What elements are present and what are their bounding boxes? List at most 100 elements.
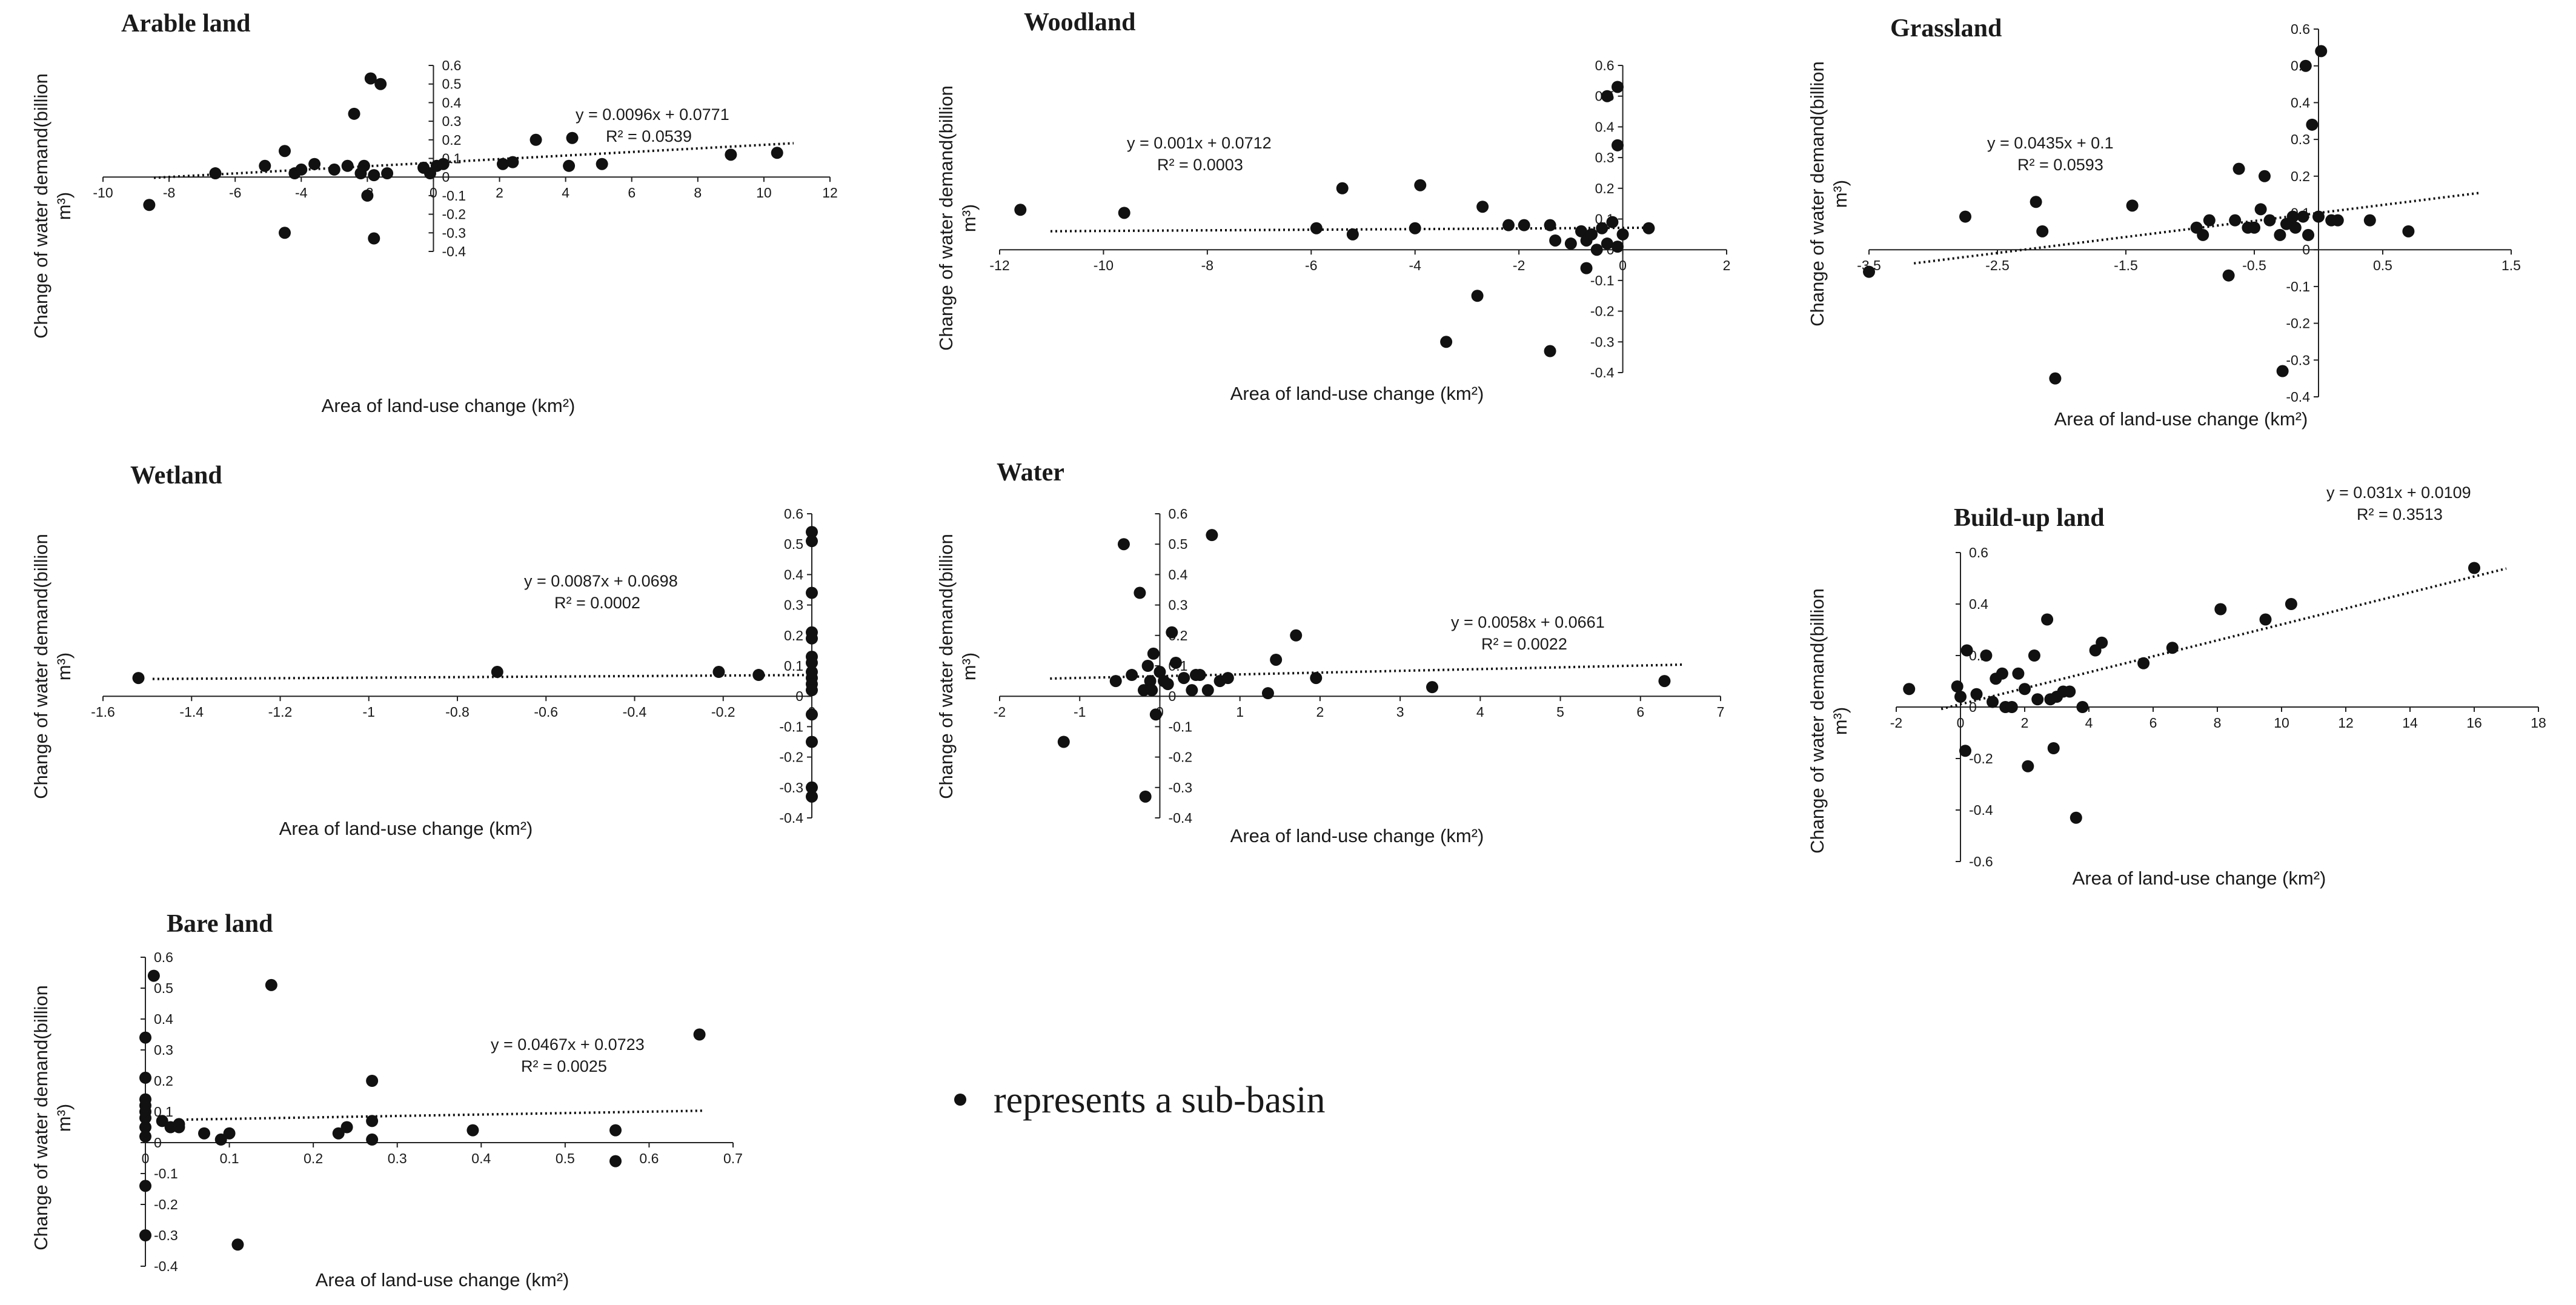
data-point	[1149, 708, 1162, 721]
data-point	[1575, 225, 1587, 237]
data-point	[806, 684, 818, 697]
x-tick-label: 2	[1316, 704, 1324, 720]
y-axis-label: Change of water demand(billionm³)	[30, 985, 75, 1250]
y-tick-label: 0	[2302, 242, 2310, 257]
panel-title: Wetland	[130, 462, 222, 490]
x-tick-label: 6	[628, 185, 636, 201]
y-tick-label: -0.2	[1590, 304, 1615, 319]
data-point	[214, 1133, 227, 1146]
data-point	[1014, 204, 1027, 216]
trend-equation: y = 0.031x + 0.0109	[2326, 483, 2471, 502]
y-tick-label: 0.4	[2291, 95, 2310, 110]
data-point	[2166, 642, 2179, 654]
data-point	[1960, 644, 1973, 657]
y-tick-label: 0.4	[1168, 566, 1187, 582]
data-point	[1161, 678, 1174, 691]
x-tick-label: 2	[1723, 257, 1731, 273]
x-tick-label: -2	[1890, 715, 1902, 731]
y-axis-label-line2: m³)	[1830, 180, 1851, 208]
x-axis-label: Area of land-use change (km²)	[1230, 825, 1484, 846]
data-point	[1409, 222, 1421, 234]
data-point	[2203, 214, 2216, 227]
y-tick-label: 0.1	[784, 658, 803, 674]
data-point	[2070, 811, 2082, 824]
data-point	[143, 199, 156, 211]
data-point	[1585, 228, 1598, 241]
x-tick-label: 0.5	[556, 1151, 575, 1166]
x-tick-label: 3	[1396, 704, 1404, 720]
y-tick-label: 0.6	[1595, 58, 1615, 73]
data-point	[1310, 672, 1323, 685]
panel-grassland: -3.5 -2.5 -1.5 -0.5 0.5 1.5-0.4-0.3-0.2-0.100…	[1807, 15, 2521, 430]
y-axis-label-line2: m³)	[958, 204, 980, 232]
data-point	[2214, 603, 2227, 616]
data-point	[223, 1127, 236, 1140]
data-point	[361, 189, 374, 202]
trend-equation: y = 0.0087x + 0.0698	[524, 572, 678, 590]
r-squared: R² = 0.0022	[1481, 635, 1567, 653]
x-tick-label: -4	[295, 185, 308, 201]
x-tick-label: -1	[363, 704, 375, 720]
data-point	[1601, 90, 1613, 102]
data-point	[1502, 219, 1515, 231]
data-point	[1954, 691, 1967, 703]
x-tick-label: -1.4	[179, 704, 204, 720]
x-tick-label: 4	[562, 185, 569, 201]
data-point	[381, 167, 394, 180]
y-tick-label: 0	[154, 1135, 162, 1151]
y-tick-label: 0.2	[1595, 181, 1615, 196]
y-axis-label: Change of water demand(billionm³)	[30, 534, 75, 799]
y-tick-label: 0.4	[154, 1011, 173, 1027]
data-point	[2363, 214, 2376, 227]
y-tick-label: -0.2	[442, 207, 466, 222]
panel-woodland: -12 -10 -8 -6 -4 -2 0 2-0.4-0.3-0.2-0.100.10.20…	[935, 8, 1730, 404]
data-point	[2274, 228, 2286, 241]
data-point	[2232, 162, 2245, 175]
data-point	[1134, 586, 1146, 599]
data-point	[712, 666, 725, 679]
x-tick-label: 12	[2338, 715, 2354, 731]
data-point	[2030, 196, 2042, 208]
data-point	[2285, 598, 2297, 610]
y-tick-label: 0.5	[1168, 536, 1187, 552]
r-squared: R² = 0.0002	[554, 594, 640, 612]
r-squared: R² = 0.3513	[2357, 505, 2443, 523]
data-point	[1147, 647, 1160, 660]
trend-line	[153, 142, 794, 179]
data-point	[2031, 693, 2044, 706]
panel-title: Woodland	[1024, 8, 1135, 36]
data-point	[2306, 118, 2319, 131]
data-point	[341, 159, 354, 172]
y-tick-label: 0.3	[1595, 150, 1615, 165]
y-tick-label: 0.2	[784, 628, 803, 643]
panel-water: -2-101234567-0.4-0.3-0.2-0.100.10.20.30.…	[935, 459, 1724, 846]
data-point	[2063, 685, 2076, 698]
data-point	[437, 158, 450, 170]
data-point	[156, 1115, 168, 1127]
data-point	[2137, 657, 2150, 669]
y-axis-label-line1: Change of water demand(billion	[30, 534, 51, 799]
panel-arable-land: -10-8-6-4-2024681012-0.4-0.3-0.2-0.100.1…	[30, 10, 838, 416]
data-point	[609, 1155, 622, 1167]
data-point	[1221, 672, 1234, 685]
data-point	[1616, 228, 1629, 241]
panel-title: Arable land	[121, 10, 251, 38]
data-point	[1109, 675, 1122, 688]
data-point	[2019, 683, 2031, 696]
data-point	[368, 232, 380, 245]
panel-title: Water	[997, 459, 1064, 486]
data-point	[806, 708, 818, 721]
x-tick-label: 0.4	[471, 1151, 491, 1166]
data-point	[357, 159, 370, 172]
y-tick-label: -0.3	[779, 780, 803, 795]
y-axis-label: Change of water demand(billionm³)	[30, 73, 75, 339]
data-point	[1057, 736, 1070, 748]
x-tick-label: -2	[994, 704, 1006, 720]
y-tick-label: 0.3	[154, 1042, 173, 1058]
data-point	[1169, 656, 1182, 669]
data-point	[279, 145, 291, 158]
y-tick-label: -0.4	[442, 244, 466, 259]
data-point	[1310, 222, 1323, 234]
x-tick-label: -1.6	[91, 704, 115, 720]
y-tick-label: -0.2	[154, 1197, 178, 1212]
